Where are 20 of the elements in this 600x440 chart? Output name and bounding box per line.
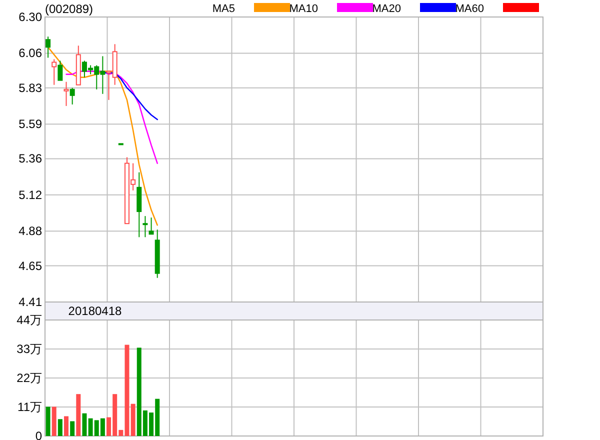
- y-tick-label: 6.06: [18, 46, 42, 60]
- legend-label: MA10: [289, 3, 318, 15]
- y-tick-label: 4.41: [18, 295, 42, 309]
- y-tick-label: 4.65: [18, 258, 42, 273]
- y-tick-label: 11万: [18, 400, 42, 414]
- text: 20180418: [68, 304, 122, 318]
- legend-label: MA20: [372, 3, 401, 15]
- legend-label: MA60: [455, 3, 484, 15]
- y-tick-label: 5.12: [18, 188, 42, 202]
- y-tick-label: 5.36: [18, 152, 42, 166]
- legend-label: MA5: [212, 3, 235, 15]
- y-tick-label: 5.83: [18, 80, 42, 95]
- y-tick-label: 5.59: [18, 117, 42, 132]
- y-tick-label: 33万: [16, 342, 42, 356]
- y-tick-label: 4.88: [18, 224, 42, 238]
- y-tick-label: 0: [35, 429, 42, 440]
- y-tick-label: 44万: [16, 313, 42, 327]
- chart-title: (002089): [45, 2, 94, 16]
- y-tick-label: 22万: [16, 371, 42, 385]
- y-tick-label: 6.30: [18, 10, 42, 24]
